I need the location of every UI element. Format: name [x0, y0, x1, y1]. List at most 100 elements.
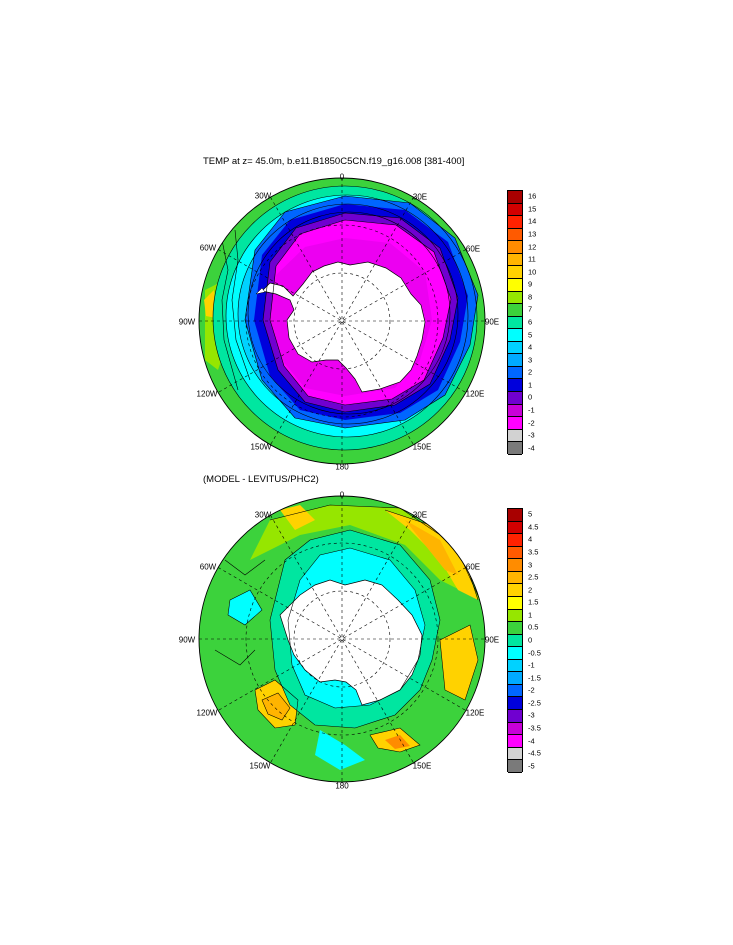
colorbar-swatch	[508, 316, 522, 330]
panel2-lon-label: 150W	[249, 761, 271, 771]
colorbar-label: 0	[528, 392, 533, 402]
colorbar-swatch	[508, 634, 522, 648]
colorbar-label: -1	[528, 405, 535, 415]
colorbar-label: 2	[528, 585, 533, 595]
colorbar-label: 5	[528, 509, 533, 519]
panel1-lon-label: 30W	[254, 191, 272, 201]
panel2-lon-label: 90W	[178, 635, 196, 645]
colorbar-label: 2.5	[528, 572, 539, 582]
colorbar-label: 2	[528, 367, 533, 377]
colorbar-label: -1.5	[528, 673, 541, 683]
colorbar-swatch	[508, 697, 522, 710]
colorbar-label: 10	[528, 267, 537, 277]
panel2-lon-label: 150E	[412, 761, 432, 771]
colorbar-swatch	[508, 735, 522, 748]
panel1-lon-label: 120W	[196, 389, 218, 399]
colorbar-swatch	[508, 571, 522, 585]
colorbar-label: 4	[528, 534, 533, 544]
colorbar-swatch	[508, 191, 522, 204]
colorbar-label: 9	[528, 279, 533, 289]
colorbar-swatch	[508, 684, 522, 698]
colorbar-swatch	[508, 596, 522, 610]
colorbar-swatch	[508, 609, 522, 623]
panel2-lon-label: 120W	[196, 708, 218, 718]
panel1-lon-label: 60W	[199, 243, 217, 253]
panel1-lon-label: 120E	[465, 389, 485, 399]
colorbar-swatch	[508, 534, 522, 547]
panel2-graticule	[199, 496, 485, 782]
colorbar-label: -1	[528, 660, 535, 670]
colorbar-label: -3	[528, 430, 535, 440]
colorbar-label: 0	[528, 635, 533, 645]
panel1-lon-label: 90W	[178, 317, 196, 327]
panel2-lon-label: 60E	[465, 562, 481, 572]
colorbar-swatch	[508, 253, 522, 267]
panel2-difference-field	[199, 496, 485, 782]
colorbar-swatch	[508, 379, 522, 392]
colorbar-label: 16	[528, 191, 537, 201]
colorbar-label: -5	[528, 761, 535, 771]
colorbar-label: 5	[528, 330, 533, 340]
colorbar-swatch	[508, 659, 522, 673]
colorbar-label: -2	[528, 685, 535, 695]
panel2-lon-label: 0	[339, 490, 345, 500]
colorbar-swatch	[508, 366, 522, 380]
panel1-lon-label: 60E	[465, 244, 481, 254]
panel2-map-border	[198, 495, 486, 783]
colorbar-swatch	[508, 442, 522, 455]
colorbar-swatch	[508, 241, 522, 254]
colorbar-label: -4	[528, 736, 535, 746]
panel1-lon-label: 90E	[484, 317, 500, 327]
panel1-lon-label: 150W	[250, 442, 272, 452]
colorbar-swatch	[508, 509, 522, 522]
colorbar-swatch	[508, 622, 522, 635]
colorbar-label: -4	[528, 443, 535, 453]
panel1-lon-label: 30E	[412, 192, 428, 202]
panel1-graticule	[199, 178, 485, 464]
colorbar-label: 13	[528, 229, 537, 239]
colorbar-swatch	[508, 404, 522, 418]
colorbar-swatch	[508, 329, 522, 342]
colorbar-swatch	[508, 216, 522, 229]
colorbar-label: 3.5	[528, 547, 539, 557]
colorbar-swatch	[508, 647, 522, 660]
colorbar-swatch	[508, 228, 522, 242]
colorbar-swatch	[508, 672, 522, 685]
colorbar-label: 11	[528, 254, 536, 264]
colorbar-label: 12	[528, 242, 537, 252]
panel2-colorbar	[507, 508, 523, 773]
colorbar-label: 3	[528, 355, 533, 365]
colorbar-label: -0.5	[528, 648, 541, 658]
colorbar-label: -2.5	[528, 698, 541, 708]
colorbar-label: -4.5	[528, 748, 541, 758]
colorbar-swatch	[508, 354, 522, 367]
colorbar-label: 4.5	[528, 522, 539, 532]
colorbar-label: 1	[528, 380, 533, 390]
panel2-lon-label: 60W	[199, 562, 217, 572]
panel2-lon-label: 180	[335, 781, 349, 791]
colorbar-label: -2	[528, 418, 535, 428]
colorbar-swatch	[508, 559, 522, 572]
panel1-title: TEMP at z= 45.0m, b.e11.B1850C5CN.f19_g1…	[203, 156, 465, 167]
colorbar-label: 1	[528, 610, 533, 620]
colorbar-label: 15	[528, 204, 537, 214]
panel1-lon-label: 180	[335, 462, 349, 472]
colorbar-label: 14	[528, 216, 537, 226]
panel2-lon-label: 30E	[412, 510, 428, 520]
colorbar-swatch	[508, 291, 522, 305]
colorbar-swatch	[508, 722, 522, 736]
colorbar-label: 0.5	[528, 622, 539, 632]
colorbar-swatch	[508, 760, 522, 773]
colorbar-label: 4	[528, 342, 533, 352]
colorbar-swatch	[508, 203, 522, 217]
colorbar-swatch	[508, 710, 522, 723]
colorbar-label: 1.5	[528, 597, 539, 607]
panel2-lon-label: 30W	[254, 510, 272, 520]
colorbar-swatch	[508, 392, 522, 405]
colorbar-swatch	[508, 429, 522, 443]
colorbar-swatch	[508, 417, 522, 430]
colorbar-swatch	[508, 521, 522, 535]
colorbar-swatch	[508, 584, 522, 597]
colorbar-label: 3	[528, 560, 533, 570]
panel1-lon-label: 150E	[412, 442, 432, 452]
